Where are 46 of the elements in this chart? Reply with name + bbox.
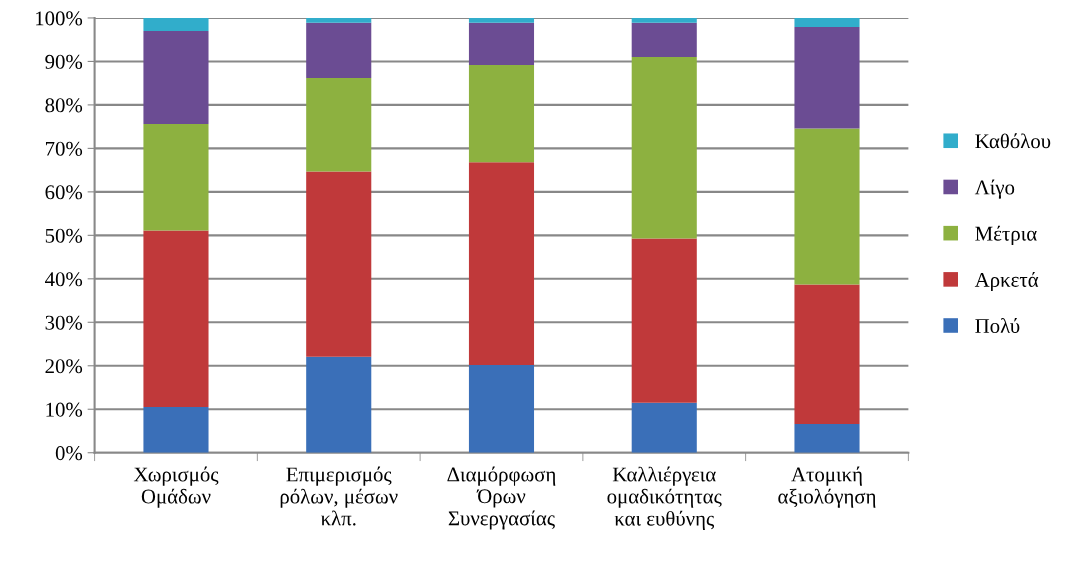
legend-label: Πολύ bbox=[975, 318, 1020, 333]
bar bbox=[468, 364, 535, 453]
bar bbox=[143, 31, 209, 125]
bar bbox=[631, 402, 697, 453]
bar bbox=[631, 22, 697, 58]
legend-label: Μέτρια bbox=[975, 225, 1037, 245]
y-tick-label: 100% bbox=[36, 11, 83, 26]
bar bbox=[468, 64, 535, 163]
bar bbox=[468, 17, 535, 23]
bar bbox=[143, 407, 209, 453]
bar bbox=[306, 17, 372, 23]
y-tick-label: 0% bbox=[55, 446, 83, 461]
legend-label: Καθόλου bbox=[975, 133, 1051, 149]
y-tick-label: 20% bbox=[45, 359, 83, 374]
bar bbox=[468, 22, 535, 65]
bar bbox=[631, 238, 697, 403]
legend-label: Αρκετά bbox=[974, 271, 1039, 292]
bar bbox=[631, 17, 697, 23]
bar bbox=[143, 124, 209, 231]
bar bbox=[306, 77, 372, 172]
x-tick-label: Επιμερισμός ρόλων, μέσων κλπ. bbox=[280, 466, 398, 526]
y-tick-label: 10% bbox=[46, 402, 83, 417]
bar bbox=[794, 27, 860, 129]
bar bbox=[794, 424, 860, 453]
y-tick-label: 40% bbox=[45, 272, 83, 287]
x-tick-label: Ατομική αξιολόγηση bbox=[778, 466, 876, 508]
bar bbox=[143, 230, 209, 408]
bar bbox=[794, 128, 860, 285]
bar bbox=[468, 162, 535, 365]
bar bbox=[306, 171, 372, 357]
bar bbox=[306, 22, 372, 78]
y-tick-label: 70% bbox=[45, 141, 83, 156]
y-tick-label: 30% bbox=[45, 315, 83, 330]
legend-label: Λίγο bbox=[974, 179, 1015, 199]
x-tick-label: Διαμόρφωση Όρων Συνεργασίας bbox=[447, 466, 556, 530]
bar bbox=[794, 284, 860, 425]
bar bbox=[794, 17, 860, 28]
bar bbox=[143, 17, 209, 31]
y-tick-label: 60% bbox=[45, 185, 83, 200]
y-tick-label: 50% bbox=[45, 228, 83, 243]
bar bbox=[631, 57, 697, 239]
x-tick-label: Καλλιέργεια ομαδικότητας και ευθύνης bbox=[607, 466, 722, 530]
x-tick-label: Χωρισμός Ομάδων bbox=[133, 466, 219, 508]
bar bbox=[306, 356, 372, 453]
y-tick-label: 80% bbox=[45, 98, 83, 113]
y-tick-label: 90% bbox=[45, 54, 83, 69]
